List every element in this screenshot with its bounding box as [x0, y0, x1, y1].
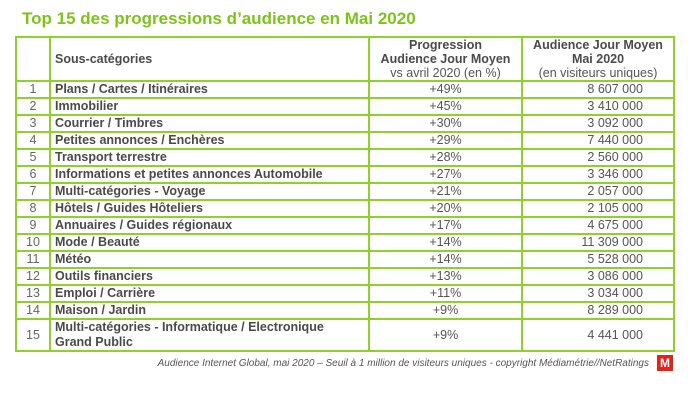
category-cell: Emploi / Carrière	[49, 284, 370, 303]
audience-cell: 3 034 000	[521, 284, 675, 303]
audience-cell: 3 410 000	[521, 97, 675, 116]
category-cell: Immobilier	[49, 97, 370, 116]
category-cell: Outils financiers	[49, 267, 370, 286]
progression-header-line1: Progression	[409, 38, 482, 52]
category-cell: Maison / Jardin	[49, 301, 370, 320]
audience-cell: 8 607 000	[521, 80, 675, 99]
header-row: Sous-catégories Progression Audience Jour…	[15, 36, 675, 82]
category-cell: Informations et petites annonces Automob…	[49, 165, 370, 184]
rank-cell: 5	[15, 148, 51, 167]
ranking-table: Sous-catégories Progression Audience Jour…	[15, 36, 675, 352]
rank-cell: 6	[15, 165, 51, 184]
rank-cell: 13	[15, 284, 51, 303]
audience-cell: 3 346 000	[521, 165, 675, 184]
table-row: 14 Maison / Jardin +9% 8 289 000	[15, 301, 675, 320]
audience-cell: 4 675 000	[521, 216, 675, 235]
category-cell: Mode / Beauté	[49, 233, 370, 252]
progression-header-line2: Audience Jour Moyen	[380, 52, 511, 66]
audience-header: Audience Jour Moyen Mai 2020 (en visiteurs…	[521, 36, 675, 82]
audience-cell: 3 092 000	[521, 114, 675, 133]
progression-cell: +14%	[368, 250, 523, 269]
category-cell: Petites annonces / Enchères	[49, 131, 370, 150]
progression-cell: +30%	[368, 114, 523, 133]
audience-cell: 4 441 000	[521, 318, 675, 352]
category-cell: Plans / Cartes / Itinéraires	[49, 80, 370, 99]
rank-cell: 12	[15, 267, 51, 286]
audience-cell: 2 105 000	[521, 199, 675, 218]
rank-cell: 11	[15, 250, 51, 269]
audience-header-line2: Mai 2020	[571, 52, 625, 66]
category-header: Sous-catégories	[49, 36, 370, 82]
category-cell: Multi-catégories - Informatique / Electr…	[49, 318, 370, 352]
rank-cell: 3	[15, 114, 51, 133]
progression-cell: +27%	[368, 165, 523, 184]
progression-header: Progression Audience Jour Moyen vs avril 2…	[368, 36, 523, 82]
rank-cell: 4	[15, 131, 51, 150]
table-row: 7 Multi-catégories - Voyage +21% 2 057 000	[15, 182, 675, 201]
page-title: Top 15 des progressions d’audience en Ma…	[22, 9, 416, 28]
category-cell: Transport terrestre	[49, 148, 370, 167]
rank-cell: 1	[15, 80, 51, 99]
progression-cell: +11%	[368, 284, 523, 303]
page: Top 15 des progressions d’audience en Ma…	[15, 9, 675, 371]
table-row: 9 Annuaires / Guides régionaux +17% 4 675 0…	[15, 216, 675, 235]
table-row: 8 Hôtels / Guides Hôteliers +20% 2 105 000	[15, 199, 675, 218]
progression-cell: +17%	[368, 216, 523, 235]
audience-header-line1: Audience Jour Moyen	[533, 38, 663, 52]
rank-cell: 7	[15, 182, 51, 201]
mediametrie-logo: M	[657, 355, 673, 371]
table-row: 6 Informations et petites annonces Automo…	[15, 165, 675, 184]
table-row: 15 Multi-catégories - Informatique / Elec…	[15, 318, 675, 352]
progression-cell: +49%	[368, 80, 523, 99]
table-row: 3 Courrier / Timbres +30% 3 092 000	[15, 114, 675, 133]
progression-cell: +9%	[368, 318, 523, 352]
table-row: 12 Outils financiers +13% 3 086 000	[15, 267, 675, 286]
table-row: 13 Emploi / Carrière +11% 3 034 000	[15, 284, 675, 303]
table-row: 10 Mode / Beauté +14% 11 309 000	[15, 233, 675, 252]
table-row: 4 Petites annonces / Enchères +29% 7 440 00…	[15, 131, 675, 150]
audience-cell: 5 528 000	[521, 250, 675, 269]
category-cell: Courrier / Timbres	[49, 114, 370, 133]
audience-cell: 2 560 000	[521, 148, 675, 167]
progression-cell: +9%	[368, 301, 523, 320]
progression-cell: +21%	[368, 182, 523, 201]
audience-cell: 2 057 000	[521, 182, 675, 201]
rank-header	[15, 36, 51, 82]
audience-cell: 11 309 000	[521, 233, 675, 252]
table-row: 5 Transport terrestre +28% 2 560 000	[15, 148, 675, 167]
progression-cell: +29%	[368, 131, 523, 150]
category-cell: Hôtels / Guides Hôteliers	[49, 199, 370, 218]
audience-cell: 8 289 000	[521, 301, 675, 320]
footer-bar: Audience Internet Global, mai 2020 – Seu…	[15, 355, 673, 371]
rank-cell: 8	[15, 199, 51, 218]
rank-cell: 2	[15, 97, 51, 116]
table-row: 11 Météo +14% 5 528 000	[15, 250, 675, 269]
category-cell: Multi-catégories - Voyage	[49, 182, 370, 201]
progression-cell: +45%	[368, 97, 523, 116]
rank-cell: 10	[15, 233, 51, 252]
audience-header-line3: (en visiteurs uniques)	[538, 66, 658, 80]
source-note: Audience Internet Global, mai 2020 – Seu…	[157, 357, 649, 369]
progression-header-line3: vs avril 2020 (en %)	[390, 66, 501, 80]
progression-cell: +13%	[368, 267, 523, 286]
audience-cell: 7 440 000	[521, 131, 675, 150]
table-row: 1 Plans / Cartes / Itinéraires +49% 8 607 0…	[15, 80, 675, 99]
rank-cell: 15	[15, 318, 51, 352]
category-cell: Météo	[49, 250, 370, 269]
rank-cell: 9	[15, 216, 51, 235]
progression-cell: +20%	[368, 199, 523, 218]
audience-cell: 3 086 000	[521, 267, 675, 286]
table-row: 2 Immobilier +45% 3 410 000	[15, 97, 675, 116]
category-cell: Annuaires / Guides régionaux	[49, 216, 370, 235]
progression-cell: +28%	[368, 148, 523, 167]
rank-cell: 14	[15, 301, 51, 320]
progression-cell: +14%	[368, 233, 523, 252]
